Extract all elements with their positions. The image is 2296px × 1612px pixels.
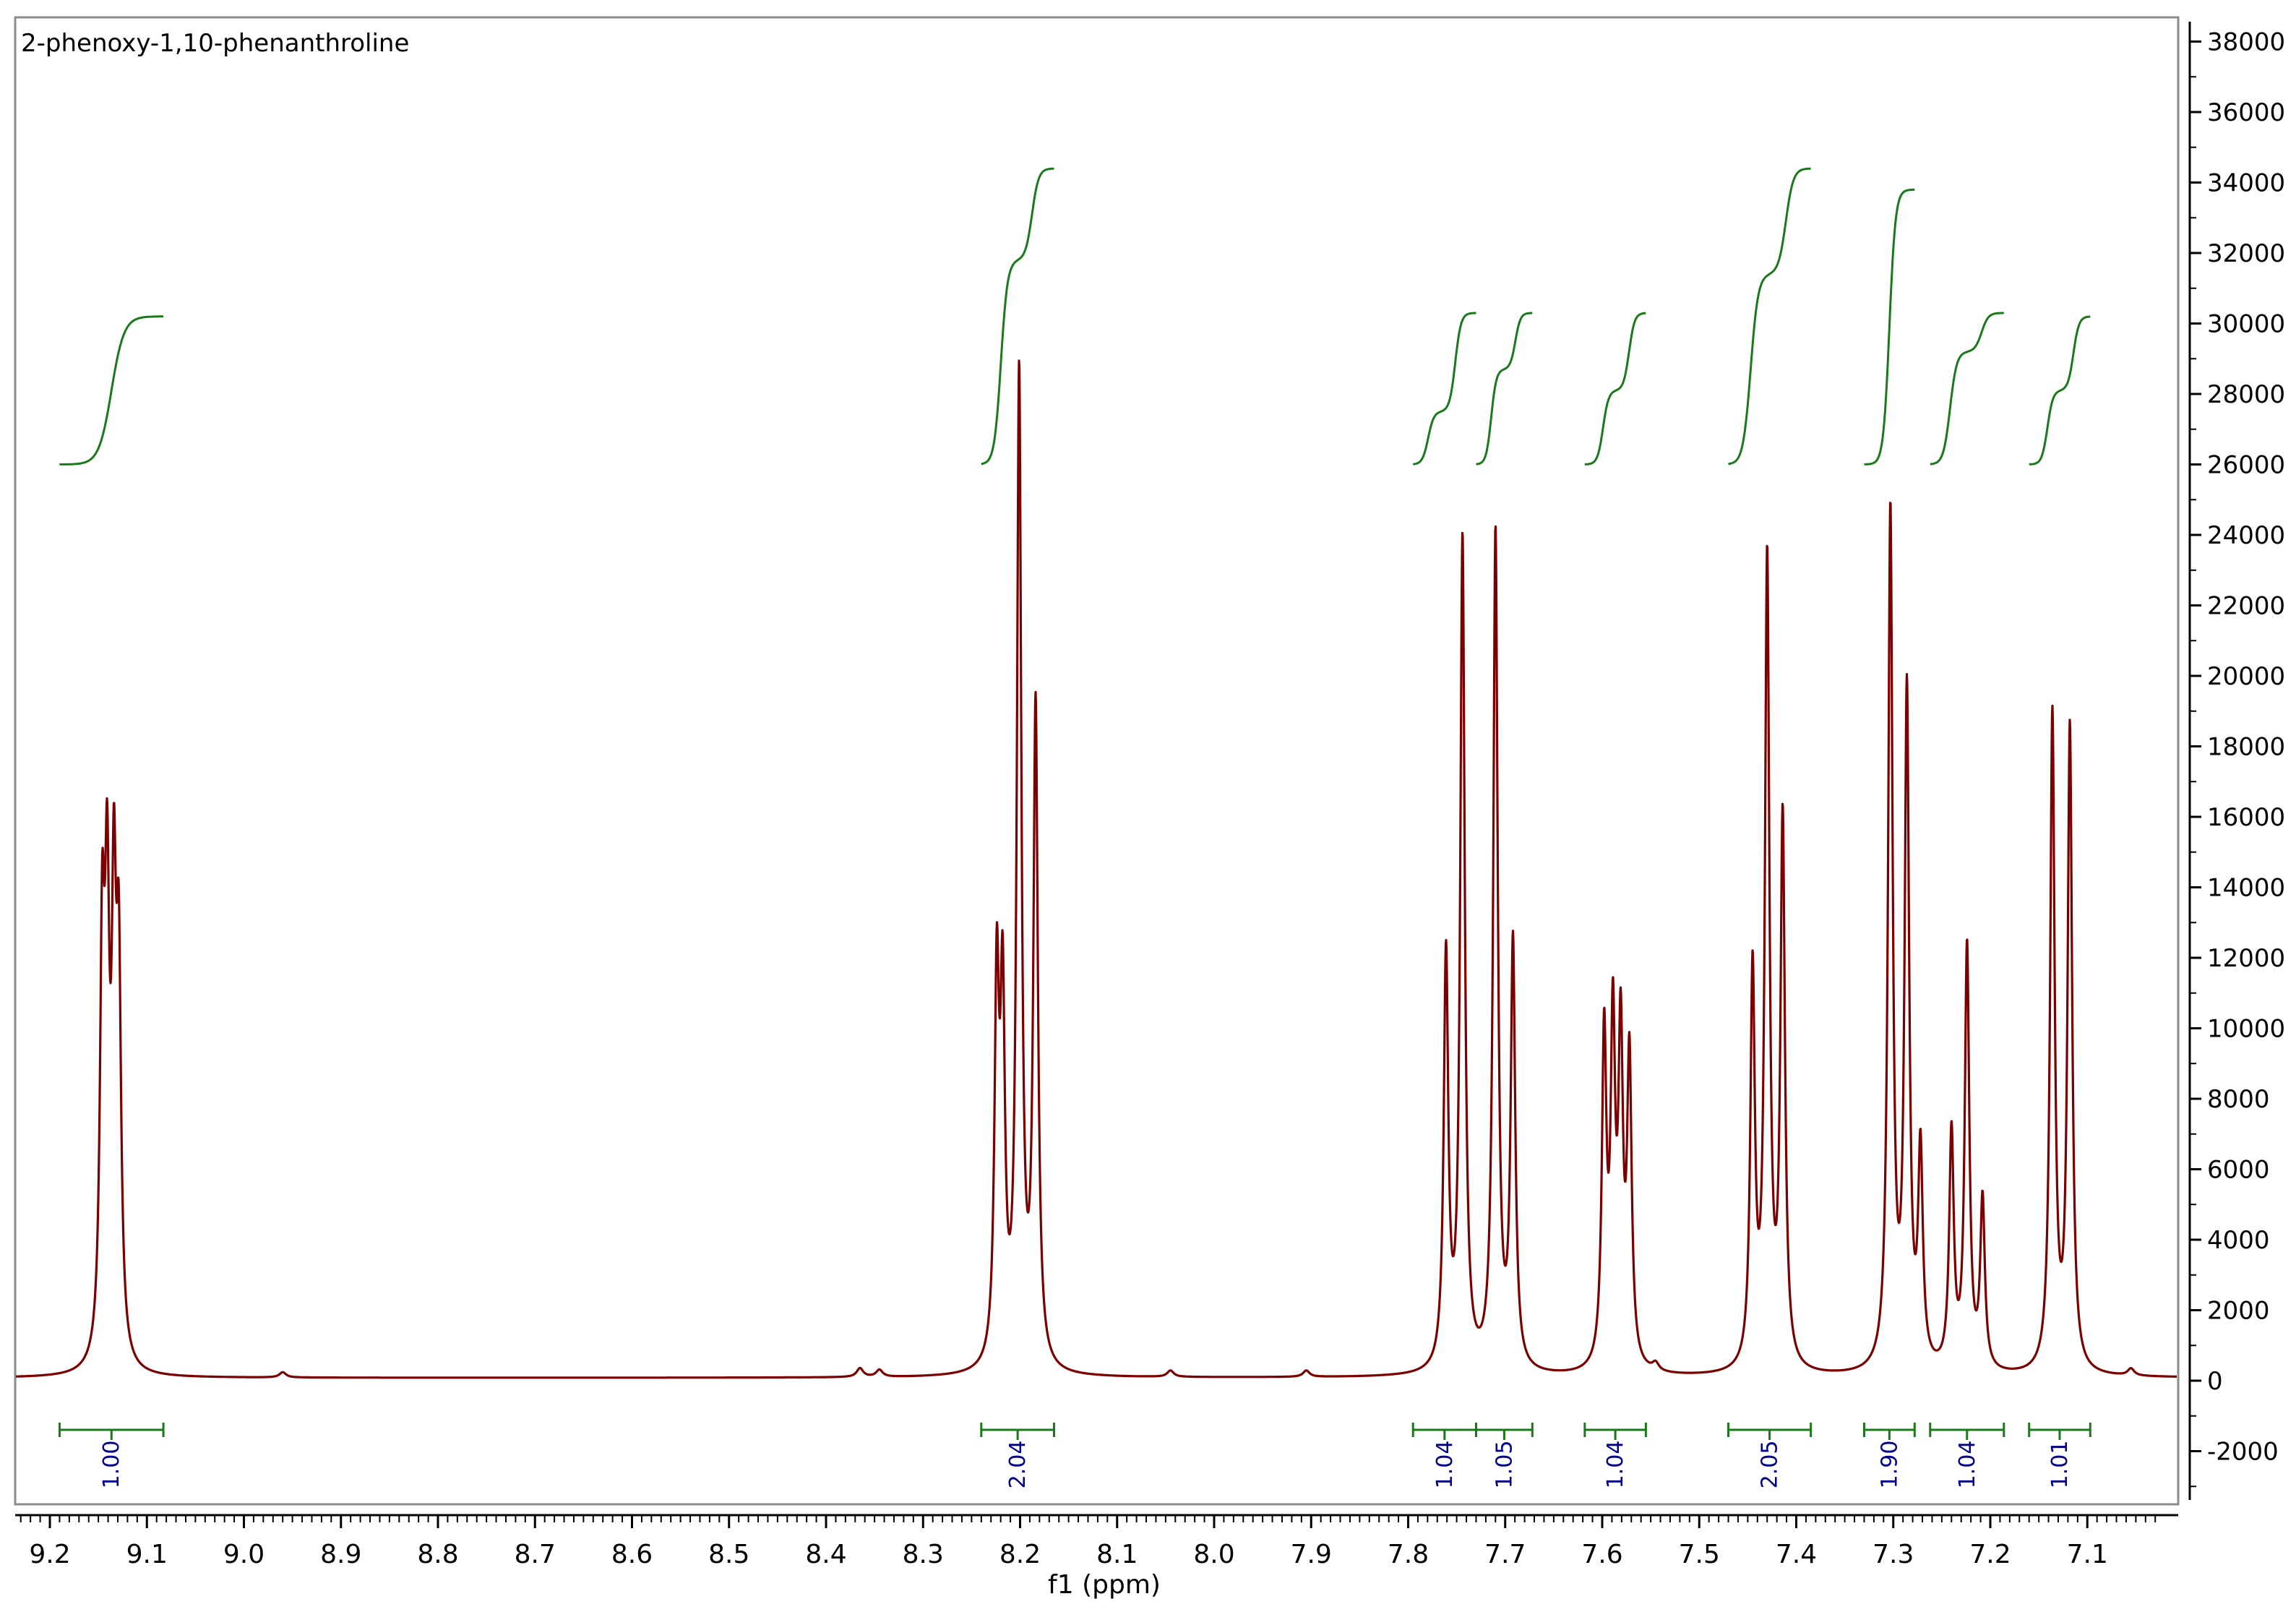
- y-tick-label: 22000: [2207, 592, 2285, 621]
- y-tick-label: 30000: [2207, 310, 2285, 339]
- integral-value-label: 1.04: [1603, 1441, 1628, 1489]
- x-tick-label: 8.3: [903, 1540, 944, 1569]
- x-tick-label: 8.8: [417, 1540, 458, 1569]
- x-tick-label: 8.7: [515, 1540, 556, 1569]
- y-axis: 38000 36000 34000 32000 30000 28000 26000 24000…: [2190, 28, 2285, 1488]
- integral-curve: [2029, 315, 2091, 466]
- y-tick-label: -2000: [2207, 1438, 2279, 1467]
- y-tick-label: 28000: [2207, 380, 2285, 409]
- chart-title: 2-phenoxy-1,10-phenanthroline: [21, 29, 409, 58]
- integral-curve: [981, 167, 1054, 466]
- x-axis-label: f1 (ppm): [1048, 1570, 1161, 1600]
- y-tick-label: 16000: [2207, 803, 2285, 832]
- x-tick-label: 9.0: [223, 1540, 265, 1569]
- y-tick-label: 14000: [2207, 874, 2285, 903]
- integral-value-label: 1.04: [1955, 1441, 1980, 1489]
- y-tick-label: 18000: [2207, 733, 2285, 762]
- integral-curve: [1584, 312, 1646, 466]
- y-tick-label: 4000: [2207, 1226, 2270, 1255]
- x-tick-label: 8.0: [1193, 1540, 1234, 1569]
- integral-value-label: 2.04: [1005, 1441, 1031, 1489]
- integral-value-label: 1.90: [1877, 1441, 1902, 1489]
- integral-value-label: 1.01: [2047, 1441, 2073, 1489]
- x-tick-label: 7.7: [1484, 1540, 1526, 1569]
- y-tick-label: 10000: [2207, 1015, 2285, 1044]
- x-tick-label: 8.2: [999, 1540, 1041, 1569]
- y-tick-label: 12000: [2207, 944, 2285, 973]
- integral-value-label: 1.00: [99, 1441, 124, 1489]
- integral-curve: [1476, 312, 1533, 466]
- x-tick-label: 8.6: [611, 1540, 653, 1569]
- x-tick-label: 7.3: [1873, 1540, 1914, 1569]
- integral-curve: [1728, 167, 1811, 466]
- y-tick-label: 6000: [2207, 1156, 2270, 1185]
- y-tick-label: 38000: [2207, 28, 2285, 57]
- y-tick-label: 20000: [2207, 662, 2285, 691]
- integral-curve: [1864, 188, 1915, 466]
- y-tick-label: 36000: [2207, 98, 2285, 127]
- x-tick-label: 8.4: [805, 1540, 846, 1569]
- x-tick-label: 7.6: [1581, 1540, 1622, 1569]
- x-tick-label: 7.9: [1291, 1540, 1332, 1569]
- y-tick-label: 26000: [2207, 451, 2285, 480]
- y-tick-label: 24000: [2207, 521, 2285, 550]
- y-tick-label: 34000: [2207, 169, 2285, 198]
- y-tick-label: 0: [2207, 1367, 2223, 1396]
- x-tick-label: 9.1: [126, 1540, 168, 1569]
- y-tick-label: 2000: [2207, 1297, 2270, 1326]
- plot-frame: [14, 16, 2180, 1506]
- x-axis: 9.2 9.1 9.0 8.9 8.8 8.7 8.6 8.5 8.4 8.3 8.2 8.1 8.0 7…: [20, 1515, 2157, 1569]
- integral-value-label: 2.05: [1758, 1441, 1783, 1489]
- x-tick-label: 7.8: [1388, 1540, 1429, 1569]
- integral-value-label: 1.04: [1432, 1441, 1458, 1489]
- integral-curves: [59, 167, 2091, 466]
- x-tick-label: 7.5: [1679, 1540, 1720, 1569]
- x-tick-label: 7.4: [1776, 1540, 1817, 1569]
- y-tick-label: 8000: [2207, 1085, 2270, 1114]
- x-tick-label: 8.9: [320, 1540, 361, 1569]
- x-tick-label: 9.2: [29, 1540, 70, 1569]
- integral-value-label: 1.05: [1492, 1441, 1517, 1489]
- x-tick-label: 8.5: [708, 1540, 749, 1569]
- integral-curve: [59, 315, 164, 466]
- y-tick-label: 32000: [2207, 239, 2285, 268]
- spectrum-line: [14, 359, 2178, 1379]
- integral-brackets: 1.00 2.04 1.04 1.05 1.04 2.05 1.90 1.04 1.01: [58, 1423, 2091, 1489]
- integral-curve: [1930, 312, 2004, 466]
- integral-curve: [1413, 312, 1476, 466]
- x-tick-label: 7.1: [2067, 1540, 2108, 1569]
- x-tick-label: 8.1: [1096, 1540, 1138, 1569]
- x-tick-label: 7.2: [1969, 1540, 2011, 1569]
